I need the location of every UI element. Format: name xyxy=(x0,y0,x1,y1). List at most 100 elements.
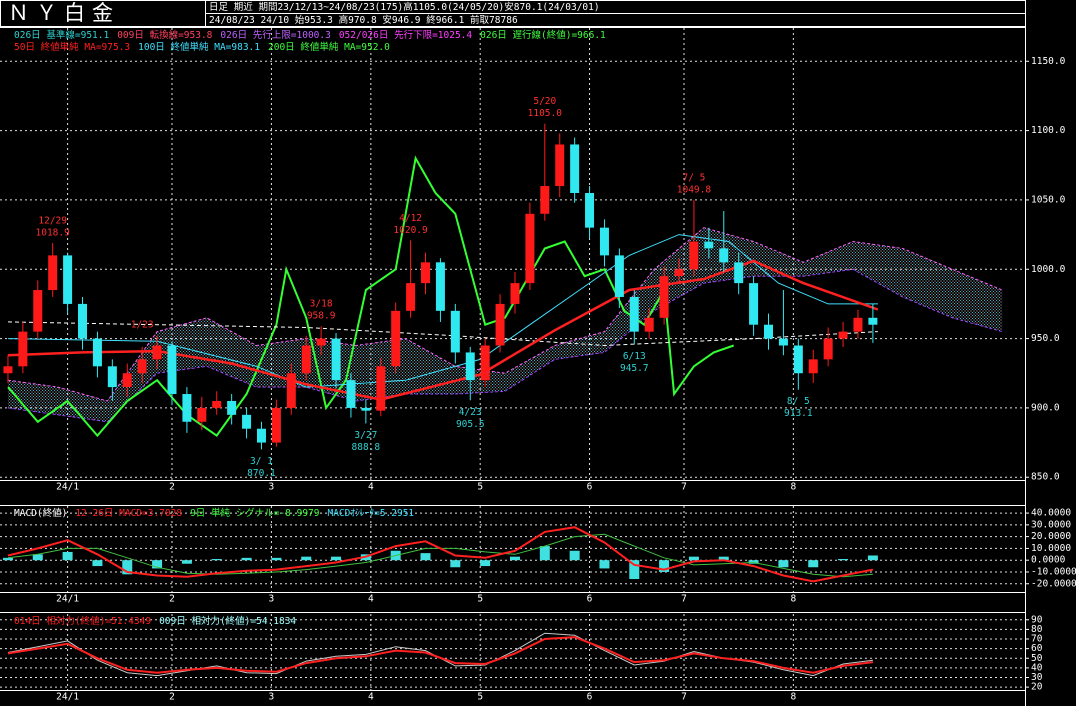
candle-body xyxy=(78,303,88,339)
y-tick-label: 1050.0 xyxy=(1031,194,1066,205)
y-tick-label: 50 xyxy=(1031,653,1043,664)
y-tick-label: 40.0000 xyxy=(1031,508,1071,519)
histogram-bar xyxy=(838,559,849,561)
x-tick-label: 7 xyxy=(681,594,687,605)
x-tick-label: 5 xyxy=(477,482,483,493)
info-line: 日足 期近 期間23/12/13~24/08/23(175)高1105.0(24… xyxy=(209,1,600,13)
y-tick-label: 20 xyxy=(1031,682,1043,693)
candle-body xyxy=(868,317,878,325)
x-tick-label: 2 xyxy=(169,482,175,493)
candle-body xyxy=(331,338,341,381)
legend-entry: 9日 単純 シグナル=-8.9979 xyxy=(190,507,320,519)
candle-body xyxy=(555,144,565,187)
candle-body xyxy=(227,400,237,415)
x-tick-label: 2 xyxy=(169,594,175,605)
y-tick-label: 900.0 xyxy=(1031,402,1060,413)
annotation-value: 945.7 xyxy=(620,363,649,374)
candle-body xyxy=(764,324,774,339)
indicator-line xyxy=(7,632,873,677)
x-tick-label: 6 xyxy=(587,594,593,605)
x-tick-label: 24/1 xyxy=(56,482,79,493)
legend-entry: 052/026日 先行下限=1025.4 xyxy=(339,29,473,41)
legend-entry: 026日 基準線=951.1 xyxy=(14,29,109,41)
y-tick-label: 950.0 xyxy=(1031,333,1060,344)
histogram-bar xyxy=(718,556,729,561)
y-tick-label: 20.0000 xyxy=(1031,531,1071,542)
legend-entry: 12-26日 MACD=3.7028 xyxy=(75,508,182,519)
annotation-value: 1049.8 xyxy=(677,185,712,196)
candle-body xyxy=(256,428,266,443)
annotation-value: 905.5 xyxy=(456,419,485,430)
histogram-bar xyxy=(808,560,819,568)
candle-body xyxy=(286,373,296,408)
histogram-bar xyxy=(778,560,789,568)
histogram-bar xyxy=(32,554,43,561)
candle-body xyxy=(18,331,28,367)
candle-body xyxy=(540,186,550,214)
candle-body xyxy=(33,290,43,332)
x-tick-label: 5 xyxy=(477,594,483,605)
x-tick-label: 8 xyxy=(790,692,796,703)
histogram-bar xyxy=(688,556,699,561)
candle-body xyxy=(450,310,460,353)
candle-body xyxy=(465,352,475,381)
indicator-line xyxy=(7,234,878,388)
x-tick-label: 3 xyxy=(269,482,275,493)
candle-body xyxy=(107,366,117,388)
candle-body xyxy=(808,359,818,374)
x-tick-label: 6 xyxy=(587,692,593,703)
y-tick-label: 40 xyxy=(1031,662,1043,673)
annotation-date: 5/20 xyxy=(533,96,556,107)
candle-body xyxy=(242,414,252,429)
candle-body xyxy=(361,407,371,411)
candle-body xyxy=(63,255,73,304)
legend-entry: MACDｵｼﾚｰﾀ=5.2951 xyxy=(327,508,414,519)
candle-body xyxy=(316,338,326,346)
annotation-value: 888.8 xyxy=(352,442,381,453)
candle-body xyxy=(122,373,132,388)
legend: 026日 基準線=951.1 009日 転換線=953.8 026日 先行上限=10… xyxy=(14,29,606,41)
histogram-bar xyxy=(301,556,312,561)
annotation-date: 8/ 5 xyxy=(787,396,810,407)
y-tick-label: 30.0000 xyxy=(1031,519,1071,530)
candle-body xyxy=(719,248,729,263)
histogram-bar xyxy=(152,560,163,569)
histogram-bar xyxy=(2,557,13,561)
x-tick-label: 7 xyxy=(681,482,687,493)
legend-entry: 50日 終値単純 MA=975.3 xyxy=(14,41,130,53)
candle-body xyxy=(749,283,759,325)
candle-body xyxy=(421,262,431,284)
candle-body xyxy=(346,380,356,408)
y-tick-label: 70 xyxy=(1031,634,1043,645)
x-tick-label: 5 xyxy=(477,692,483,703)
y-tick-label: 10.0000 xyxy=(1031,543,1071,554)
annotation-date: 12/29 xyxy=(38,216,67,227)
y-tick-label: 850.0 xyxy=(1031,472,1060,483)
indicator-line xyxy=(7,636,874,674)
candle-body xyxy=(406,283,416,311)
y-tick-label: -20.0000 xyxy=(1031,578,1076,589)
candle-body xyxy=(391,310,401,367)
histogram-bar xyxy=(331,556,342,561)
annotation-date: 3/ 1 xyxy=(250,456,273,467)
candle-body xyxy=(376,366,386,411)
legend: 50日 終値単純 MA=975.3 100日 終値単純 MA=983.1 200日 … xyxy=(14,41,390,53)
y-tick-label: 0.0000 xyxy=(1031,555,1066,566)
candle-body xyxy=(674,269,684,277)
annotation-value: 1018.9 xyxy=(36,228,71,239)
x-tick-label: 3 xyxy=(269,594,275,605)
annotation-value: 870.1 xyxy=(247,468,276,479)
candle-body xyxy=(599,227,609,256)
histogram-bar xyxy=(748,560,759,564)
x-tick-label: 4 xyxy=(368,692,374,703)
histogram-bar xyxy=(539,546,550,561)
annotation-date: 7/ 5 xyxy=(682,173,705,184)
y-tick-label: 90 xyxy=(1031,614,1043,625)
x-tick-label: 8 xyxy=(790,594,796,605)
annotation-date: 3/18 xyxy=(310,299,333,310)
legend: MACD(終値) 12-26日 MACD=3.7028 9日 単純 シグナル=-8.… xyxy=(14,507,414,519)
legend-entry: 100日 終値単純 MA=983.1 xyxy=(138,41,260,53)
annotation-date: 6/13 xyxy=(623,351,646,362)
x-tick-label: 3 xyxy=(269,692,275,703)
